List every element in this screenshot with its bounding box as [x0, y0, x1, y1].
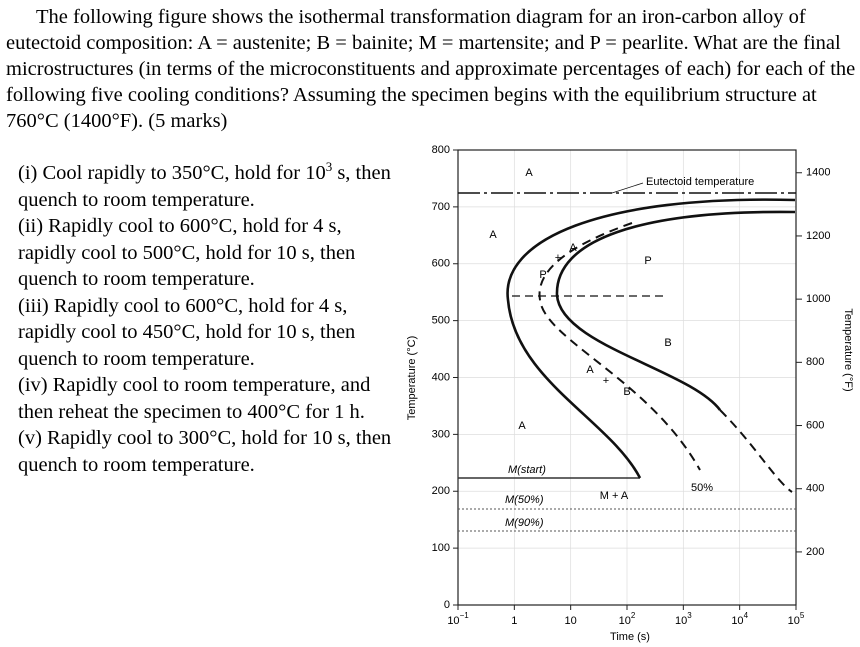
condition: (iv) Rapidly cool to room temperature, a…: [18, 374, 371, 423]
annotation: B: [664, 337, 671, 349]
annotation: 50%: [691, 482, 713, 494]
condition: (iii) Rapidly cool to 600°C, hold for 4 …: [18, 294, 356, 370]
annotation: +: [555, 252, 561, 264]
fifty-percent-curve: [538, 222, 701, 471]
tick-exponent: 4: [744, 611, 749, 620]
finish-curve: [555, 210, 796, 411]
x-tick-label: 103: [675, 611, 692, 627]
x-tick-label: 104: [731, 611, 748, 627]
tick-base: 10: [675, 615, 687, 627]
tick-exponent: −1: [460, 611, 470, 620]
y-tick-label: 500: [432, 315, 450, 327]
annotation: M(50%): [505, 494, 544, 506]
y-tick-label: 700: [432, 201, 450, 213]
annotation: A: [518, 420, 526, 432]
y-tick-label: 0: [444, 599, 450, 611]
y2-tick-label: 1000: [806, 293, 830, 305]
annotation: M + A: [600, 490, 629, 502]
x-tick-label: 105: [788, 611, 805, 627]
x-tick-label: 10: [565, 615, 577, 627]
condition-text: (i) Cool rapidly to 350°C, hold for 10: [18, 162, 326, 184]
y2-tick-label: 800: [806, 356, 824, 368]
y-tick-label: 300: [432, 428, 450, 440]
tick-base: 10: [447, 615, 459, 627]
annotation: A: [525, 167, 533, 179]
y2-tick-label: 200: [806, 546, 824, 558]
y-tick-label: 600: [432, 258, 450, 270]
annotation: P: [539, 269, 546, 281]
y-tick-label: 400: [432, 371, 450, 383]
x-tick-label: 102: [619, 611, 636, 627]
annotation: +: [603, 375, 609, 387]
annotation: A: [586, 364, 594, 376]
tick-exponent: 2: [631, 611, 636, 620]
annotation: M(start): [508, 464, 546, 476]
annotation: B: [623, 386, 630, 398]
tick-exponent: 3: [687, 611, 692, 620]
condition: (i) Cool rapidly to 350°C, hold for 103 …: [18, 160, 403, 213]
tick-base: 10: [619, 615, 631, 627]
leader-line: [611, 182, 644, 194]
x-axis-label: Time (s): [610, 631, 650, 643]
condition-list: (i) Cool rapidly to 350°C, hold for 103 …: [18, 160, 403, 478]
grid: [457, 149, 797, 606]
annotation: A: [489, 229, 497, 241]
tick-exponent: 5: [800, 611, 805, 620]
annotation: M(90%): [505, 517, 544, 529]
x-tick-label: 1: [511, 615, 517, 627]
x-tick-label: 10−1: [447, 611, 469, 627]
y-tick-label: 800: [432, 144, 450, 156]
annotation: Eutectoid temperature: [646, 176, 754, 188]
y2-tick-label: 1200: [806, 230, 830, 242]
condition: (v) Rapidly cool to 300°C, hold for 10 s…: [18, 427, 392, 476]
tick-base: 10: [788, 615, 800, 627]
tick-base: 10: [731, 615, 743, 627]
y2-tick-label: 400: [806, 483, 824, 495]
annotation: P: [644, 255, 651, 267]
question-text: The following figure shows the isotherma…: [6, 6, 856, 132]
y2-tick-label: 1400: [806, 167, 830, 179]
y-tick-label: 100: [432, 542, 450, 554]
superscript: 3: [325, 159, 333, 175]
condition-text: s, then quench to room temperature.: [18, 162, 391, 211]
y2-tick-label: 600: [806, 419, 824, 431]
finish-curve-extension: [719, 409, 793, 493]
y2-axis-label: Temperature (°F): [842, 308, 854, 391]
start-curve: [506, 198, 796, 479]
annotation: A: [569, 242, 577, 254]
y-axis-label: Temperature (°C): [406, 336, 418, 420]
y-tick-label: 200: [432, 485, 450, 497]
condition: (ii) Rapidly cool to 600°C, hold for 4 s…: [18, 215, 356, 290]
